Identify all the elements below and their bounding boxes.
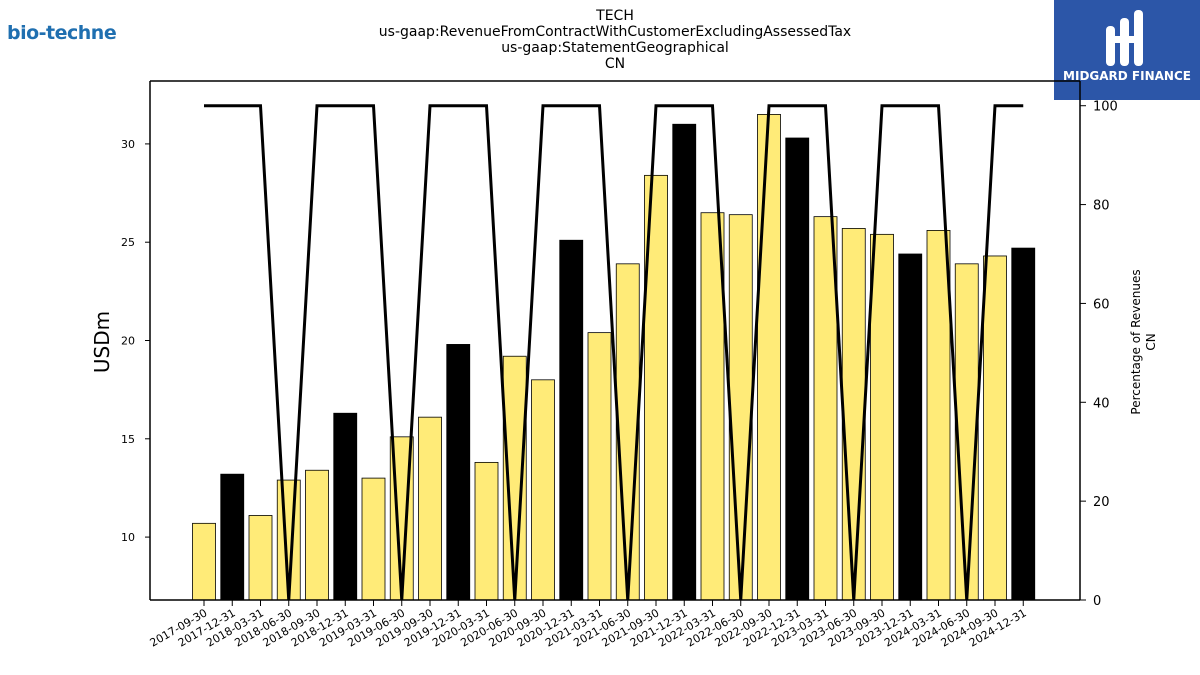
y-axis-label-right: Percentage of Revenues [1129, 269, 1143, 414]
left-y-ticks: 10 15 20 25 30 [121, 138, 150, 544]
right-tick-label: 40 [1093, 396, 1110, 411]
bar-2023-09-30 [870, 233, 894, 601]
bar-2024-12-31 [1011, 247, 1036, 601]
chart-title-line: CN [605, 56, 625, 72]
bar-2018-03-31 [248, 515, 273, 601]
bar-2019-12-31 [446, 344, 471, 601]
left-tick-label: 15 [121, 433, 135, 446]
bar-2018-09-30 [305, 469, 329, 601]
left-tick-label: 20 [121, 335, 135, 348]
bar-2017-12-31 [220, 473, 245, 601]
bar-2023-03-31 [813, 216, 838, 601]
left-tick-label: 30 [121, 138, 135, 151]
bar-2018-12-31 [333, 412, 358, 601]
chart-title: TECHus-gaap:RevenueFromContractWithCusto… [379, 8, 851, 72]
bar-2019-03-31 [361, 477, 386, 601]
percentage-line-layer [204, 104, 1024, 601]
bar-2020-03-31 [474, 461, 499, 601]
bar-2021-06-30 [615, 263, 640, 601]
bar-2020-12-31 [559, 239, 584, 601]
chart-title-line: us-gaap:RevenueFromContractWithCustomerE… [379, 24, 851, 40]
bar-2024-03-31 [926, 230, 951, 601]
bar-2023-06-30 [841, 228, 866, 601]
bar-2024-06-30 [954, 263, 979, 601]
y-axis-label-right-sub: CN [1144, 333, 1158, 350]
bar-2021-03-31 [587, 332, 612, 601]
bar-2021-12-31 [672, 123, 697, 601]
brand-name: MIDGARD FINANCE [1063, 69, 1191, 83]
bar-2022-09-30 [757, 114, 781, 601]
bar-2023-12-31 [898, 253, 923, 601]
brand-logo-icon [1106, 10, 1143, 66]
x-ticks: 2017-09-302017-12-312018-03-312018-06-30… [148, 600, 1029, 650]
brand-badge: MIDGARD FINANCE [1054, 0, 1200, 100]
bar-2022-06-30 [728, 214, 753, 601]
bar-2024-09-30 [983, 255, 1007, 601]
right-tick-label: 100 [1093, 100, 1118, 115]
right-y-ticks: 0 20 40 60 80 100 [1080, 100, 1118, 609]
bar-2022-12-31 [785, 137, 810, 601]
left-tick-label: 10 [121, 531, 135, 544]
right-tick-label: 60 [1093, 297, 1110, 312]
bar-2020-09-30 [531, 379, 555, 601]
bar-2019-09-30 [418, 416, 442, 601]
left-tick-label: 25 [121, 236, 135, 249]
chart-title-line: TECH [595, 8, 634, 24]
right-tick-label: 80 [1093, 199, 1110, 214]
company-logo: bio-techne [7, 22, 117, 44]
percentage-line [204, 104, 1024, 601]
bar-2017-09-30 [192, 522, 216, 601]
y-axis-label-left: USDm [90, 311, 114, 373]
right-tick-label: 20 [1093, 495, 1110, 510]
chart-title-line: us-gaap:StatementGeographical [501, 40, 729, 56]
right-tick-label: 0 [1093, 594, 1101, 609]
